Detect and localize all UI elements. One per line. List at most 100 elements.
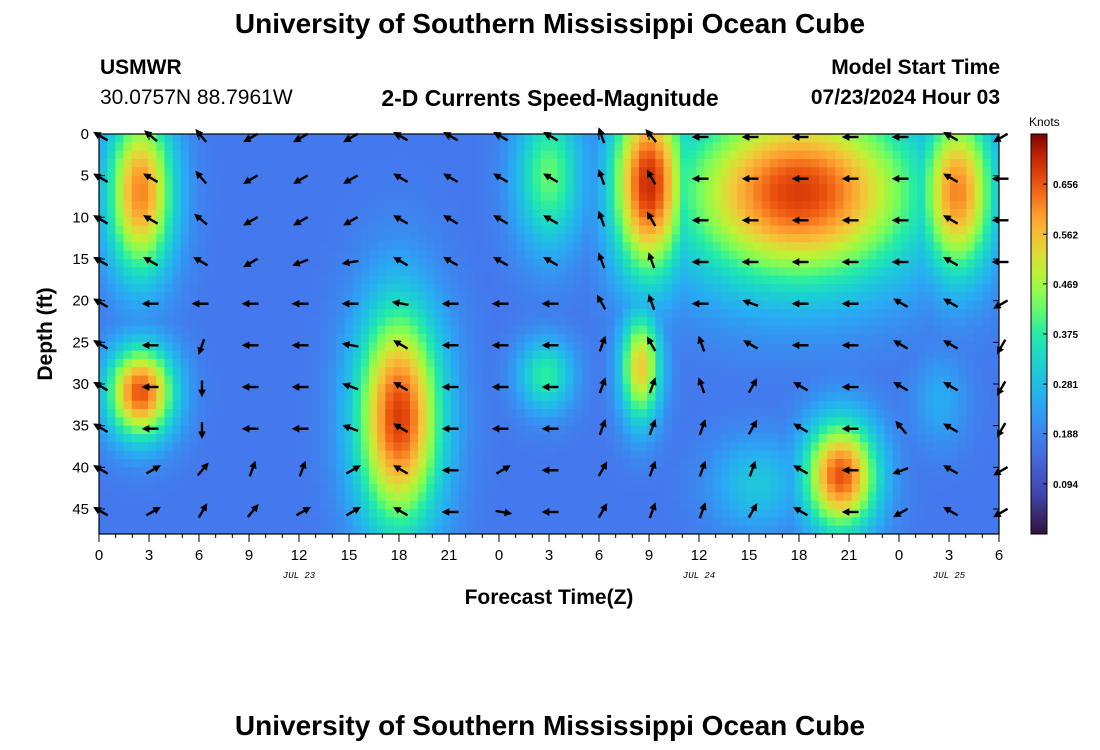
heat-cell — [393, 309, 403, 318]
heat-cell — [197, 334, 206, 343]
heat-cell — [892, 292, 902, 302]
heat-cell — [254, 334, 264, 343]
heat-cell — [630, 459, 640, 468]
heat-cell — [450, 400, 460, 410]
heat-cell — [655, 392, 665, 402]
heat-cell — [761, 375, 771, 385]
heat-cell — [254, 175, 264, 185]
heat-cell — [328, 450, 337, 460]
heat-cell — [311, 134, 321, 143]
heat-cell — [753, 234, 763, 243]
heat-cell — [418, 242, 427, 252]
heat-cell — [238, 234, 247, 243]
heat-cell — [606, 167, 616, 177]
heat-cell — [589, 392, 599, 402]
heat-cell — [655, 375, 665, 385]
heat-cell — [319, 192, 329, 202]
heat-cell — [729, 367, 738, 377]
heat-cell — [778, 225, 787, 235]
heat-cell — [974, 184, 984, 193]
heat-cell — [189, 425, 198, 435]
heat-cell — [761, 175, 771, 185]
heat-cell — [123, 267, 133, 277]
heat-cell — [639, 209, 648, 218]
heat-cell — [303, 350, 313, 360]
heat-cell — [549, 267, 558, 277]
heat-cell — [720, 184, 730, 193]
heat-cell — [581, 209, 591, 218]
heat-cell — [516, 275, 526, 285]
heat-cell — [949, 284, 959, 293]
heat-cell — [688, 225, 697, 235]
heat-cell — [172, 225, 182, 235]
heat-cell — [311, 275, 321, 285]
heat-cell — [581, 150, 591, 160]
heat-cell — [655, 292, 665, 302]
heat-cell — [221, 384, 231, 393]
heat-cell — [409, 250, 419, 260]
heat-cell — [810, 359, 820, 368]
heat-cell — [557, 492, 566, 502]
heat-cell — [990, 442, 999, 452]
heat-cell — [949, 209, 959, 218]
heat-cell — [696, 475, 706, 485]
heat-cell — [696, 400, 706, 410]
heat-cell — [876, 284, 886, 293]
heat-cell — [778, 267, 787, 277]
heat-cell — [925, 500, 935, 510]
heat-cell — [573, 400, 583, 410]
heat-cell — [287, 175, 296, 185]
heat-cell — [270, 225, 280, 235]
heat-cell — [835, 350, 845, 360]
heat-cell — [508, 134, 517, 143]
heat-cell — [131, 442, 141, 452]
heat-cell — [262, 167, 272, 177]
heat-cell — [900, 309, 910, 318]
heat-cell — [745, 367, 755, 377]
heat-cell — [238, 342, 247, 352]
heat-cell — [483, 384, 493, 393]
heat-cell — [581, 434, 591, 443]
heat-cell — [647, 409, 656, 418]
heat-cell — [491, 200, 501, 210]
heat-cell — [876, 234, 886, 243]
heat-cell — [287, 392, 296, 402]
heat-cell — [205, 292, 215, 302]
heat-cell — [279, 350, 288, 360]
heat-cell — [336, 292, 346, 302]
heat-cell — [679, 475, 689, 485]
heat-cell — [639, 384, 648, 393]
heat-cell — [189, 459, 198, 468]
heat-cell — [180, 134, 190, 143]
heat-cell — [442, 475, 452, 485]
heat-cell — [917, 192, 926, 202]
heat-cell — [401, 317, 411, 327]
heat-cell — [336, 359, 346, 368]
heat-cell — [262, 459, 272, 468]
heat-cell — [917, 275, 926, 285]
heat-cell — [287, 334, 296, 343]
heat-cell — [827, 292, 836, 302]
heat-cell — [688, 384, 697, 393]
heat-cell — [279, 450, 288, 460]
heat-cell — [761, 434, 771, 443]
heat-cell — [499, 300, 509, 310]
heat-cell — [827, 342, 836, 352]
heat-cell — [671, 359, 681, 368]
heat-cell — [295, 350, 305, 360]
heat-cell — [262, 375, 272, 385]
heat-cell — [868, 409, 877, 418]
heat-cell — [524, 500, 534, 510]
heat-cell — [868, 250, 877, 260]
heat-cell — [966, 159, 976, 168]
heat-cell — [262, 359, 272, 368]
heat-cell — [696, 300, 706, 310]
heat-cell — [385, 192, 395, 202]
heat-cell — [671, 392, 681, 402]
heat-cell — [344, 192, 354, 202]
heat-cell — [859, 484, 869, 493]
heat-cell — [622, 209, 632, 218]
heat-cell — [246, 342, 256, 352]
heat-cell — [344, 500, 354, 510]
